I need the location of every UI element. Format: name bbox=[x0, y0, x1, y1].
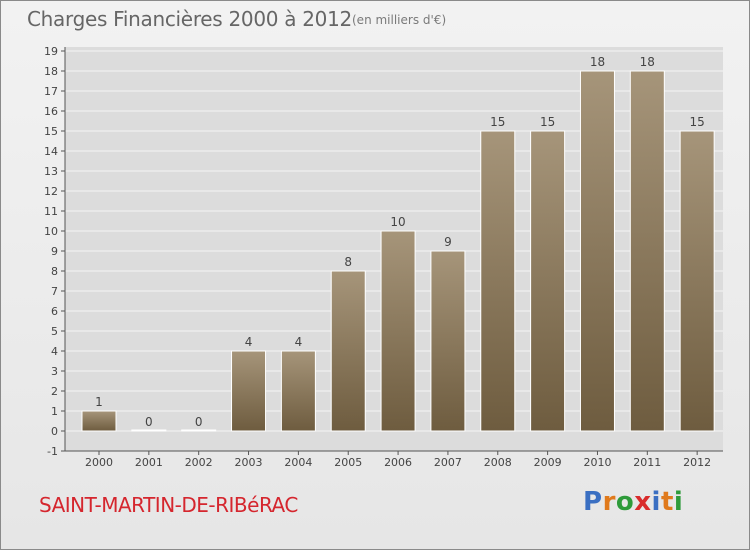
y-tick-label: 15 bbox=[44, 125, 58, 138]
y-tick-label: 9 bbox=[51, 245, 58, 258]
data-label: 0 bbox=[195, 415, 203, 429]
y-tick-label: 19 bbox=[44, 45, 58, 58]
data-label: 18 bbox=[590, 55, 605, 69]
bar bbox=[330, 270, 366, 432]
y-tick-label: -1 bbox=[47, 445, 58, 458]
y-tick-label: 16 bbox=[44, 105, 58, 118]
bar bbox=[181, 429, 217, 432]
logo-letter: i bbox=[651, 487, 661, 517]
y-tick-label: 11 bbox=[44, 205, 58, 218]
logo-letter: i bbox=[673, 487, 684, 517]
data-label: 4 bbox=[245, 335, 253, 349]
x-tick-label: 2002 bbox=[185, 456, 213, 469]
data-label: 9 bbox=[444, 235, 452, 249]
bar bbox=[579, 70, 615, 432]
bar bbox=[81, 410, 117, 432]
bar bbox=[231, 350, 267, 432]
data-label: 0 bbox=[145, 415, 153, 429]
bar bbox=[280, 350, 316, 432]
bar bbox=[530, 130, 566, 432]
x-tick-label: 2012 bbox=[683, 456, 711, 469]
x-tick-label: 2009 bbox=[534, 456, 562, 469]
y-tick-label: 10 bbox=[44, 225, 58, 238]
y-tick-label: 6 bbox=[51, 305, 58, 318]
chart-title: Charges Financières 2000 à 2012 bbox=[27, 7, 352, 31]
y-tick-label: 7 bbox=[51, 285, 58, 298]
y-tick-label: 1 bbox=[51, 405, 58, 418]
x-tick-label: 2005 bbox=[334, 456, 362, 469]
y-tick-label: 0 bbox=[51, 425, 58, 438]
data-label: 15 bbox=[490, 115, 505, 129]
chart-unit: (en milliers d'€) bbox=[352, 13, 447, 27]
data-label: 1 bbox=[95, 395, 103, 409]
y-tick-label: 13 bbox=[44, 165, 58, 178]
logo-letter: r bbox=[602, 487, 616, 517]
y-tick-label: 5 bbox=[51, 325, 58, 338]
data-label: 8 bbox=[344, 255, 352, 269]
y-tick-label: 4 bbox=[51, 345, 58, 358]
data-label: 15 bbox=[690, 115, 705, 129]
logo-letter: o bbox=[615, 487, 635, 517]
logo-letter: x bbox=[634, 487, 652, 517]
data-label: 10 bbox=[390, 215, 405, 229]
logo-letter: P bbox=[583, 487, 603, 517]
y-tick-label: 8 bbox=[51, 265, 58, 278]
logo-letter: t bbox=[660, 487, 674, 517]
y-tick-label: 18 bbox=[44, 65, 58, 78]
x-tick-label: 2011 bbox=[633, 456, 661, 469]
x-tick-label: 2003 bbox=[235, 456, 263, 469]
y-tick-label: 17 bbox=[44, 85, 58, 98]
x-tick-label: 2008 bbox=[484, 456, 512, 469]
data-label: 15 bbox=[540, 115, 555, 129]
data-label: 4 bbox=[295, 335, 303, 349]
commune-name: SAINT-MARTIN-DE-RIBéRAC bbox=[39, 493, 298, 517]
x-tick-label: 2010 bbox=[583, 456, 611, 469]
bar bbox=[480, 130, 516, 432]
bar bbox=[679, 130, 715, 432]
y-tick-label: 2 bbox=[51, 385, 58, 398]
y-tick-label: 3 bbox=[51, 365, 58, 378]
bar bbox=[430, 250, 466, 432]
x-tick-label: 2004 bbox=[284, 456, 312, 469]
bar bbox=[380, 230, 416, 432]
bar bbox=[629, 70, 665, 432]
y-tick-label: 14 bbox=[44, 145, 58, 158]
bar bbox=[131, 429, 167, 432]
proxiti-logo: Proxiti bbox=[583, 487, 683, 517]
x-tick-label: 2006 bbox=[384, 456, 412, 469]
x-tick-label: 2007 bbox=[434, 456, 462, 469]
data-label: 18 bbox=[640, 55, 655, 69]
x-tick-label: 2000 bbox=[85, 456, 113, 469]
y-tick-label: 12 bbox=[44, 185, 58, 198]
x-tick-label: 2001 bbox=[135, 456, 163, 469]
